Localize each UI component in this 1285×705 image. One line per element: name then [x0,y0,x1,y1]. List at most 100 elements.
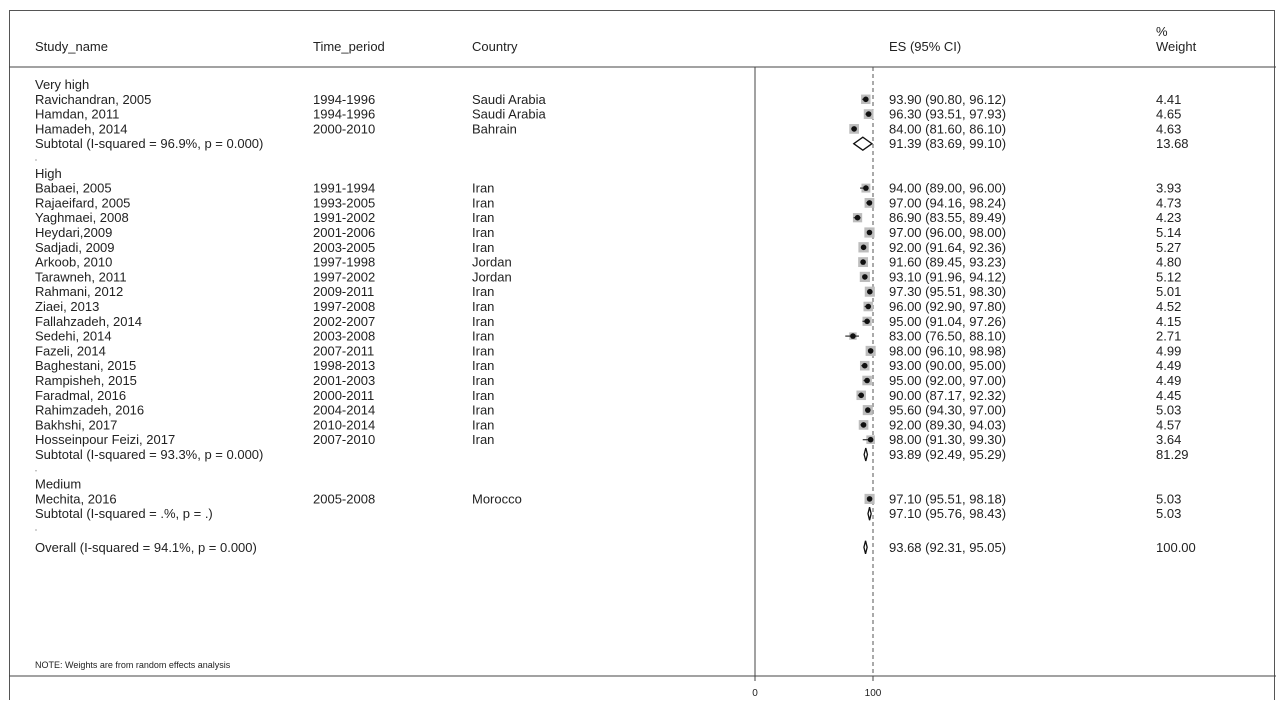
study-country: Saudi Arabia [472,92,546,107]
header-study: Study_name [35,39,108,54]
point-estimate [867,288,873,295]
study-es: 93.90 (90.80, 96.12) [889,92,1006,107]
subtotal-diamond [863,447,869,462]
study-name: Rampisheh, 2015 [35,373,137,388]
study-es: 94.00 (89.00, 96.00) [889,181,1006,196]
point-estimate [851,126,857,132]
point-estimate [866,496,873,502]
study-country: Iran [472,195,494,210]
point-estimate [864,377,870,384]
study-name: Faradmal, 2016 [35,388,126,403]
study-country: Iran [472,314,494,329]
subtotal-label: Subtotal (I-squared = .%, p = .) [35,506,213,521]
study-country: Jordan [472,269,512,284]
point-estimate [867,348,874,354]
study-period: 1994-1996 [313,107,375,122]
point-estimate [862,274,868,280]
header-weight: Weight [1156,39,1197,54]
study-weight: 4.65 [1156,107,1181,122]
group-heading: Very high [35,77,89,92]
point-estimate [860,259,866,265]
study-period: 2010-2014 [313,417,375,432]
study-name: Rahimzadeh, 2016 [35,403,144,418]
study-name: Rajaeifard, 2005 [35,195,130,210]
study-period: 1997-2008 [313,299,375,314]
study-weight: 5.03 [1156,491,1181,506]
study-country: Iran [472,417,494,432]
study-es: 86.90 (83.55, 89.49) [889,210,1006,225]
study-period: 2007-2011 [313,343,374,358]
study-es: 97.10 (95.51, 98.18) [889,491,1006,506]
study-period: 2000-2011 [313,388,374,403]
group-heading: High [35,166,62,181]
study-country: Iran [472,299,494,314]
study-es: 83.00 (76.50, 88.10) [889,329,1006,344]
study-weight: 4.57 [1156,417,1181,432]
study-es: 98.00 (96.10, 98.98) [889,343,1006,358]
study-es: 98.00 (91.30, 99.30) [889,432,1006,447]
subtotal-weight: 5.03 [1156,506,1181,521]
study-es: 90.00 (87.17, 92.32) [889,388,1006,403]
point-estimate [864,318,870,325]
study-period: 1997-1998 [313,255,375,270]
study-country: Iran [472,240,494,255]
point-estimate [863,185,869,191]
study-period: 2003-2008 [313,329,375,344]
point-estimate [850,333,856,339]
study-weight: 4.15 [1156,314,1181,329]
study-period: 2001-2006 [313,225,375,240]
study-period: 1997-2002 [313,269,375,284]
study-weight: 4.99 [1156,343,1181,358]
point-estimate [854,214,861,221]
study-weight: 5.03 [1156,403,1181,418]
study-name: Babaei, 2005 [35,181,112,196]
study-country: Iran [472,284,494,299]
study-period: 1993-2005 [313,195,375,210]
study-es: 96.00 (92.90, 97.80) [889,299,1006,314]
study-country: Iran [472,403,494,418]
point-estimate [860,422,867,428]
overall-es: 93.68 (92.31, 95.05) [889,540,1006,555]
subtotal-es: 97.10 (95.76, 98.43) [889,506,1006,521]
subtotal-es: 91.39 (83.69, 99.10) [889,136,1006,151]
study-es: 92.00 (91.64, 92.36) [889,240,1006,255]
study-name: Tarawneh, 2011 [35,269,127,284]
study-es: 93.00 (90.00, 95.00) [889,358,1006,373]
group-heading: Medium [35,477,81,492]
subtotal-weight: 13.68 [1156,136,1189,151]
point-estimate [861,362,868,369]
study-period: 1991-2002 [313,210,375,225]
study-name: Sedehi, 2014 [35,329,112,344]
study-period: 2002-2007 [313,314,375,329]
study-name: Hosseinpour Feizi, 2017 [35,432,175,447]
study-es: 95.00 (92.00, 97.00) [889,373,1006,388]
point-estimate [860,244,867,251]
study-period: 2001-2003 [313,373,375,388]
study-weight: 5.01 [1156,284,1181,299]
study-period: 2005-2008 [313,491,375,506]
study-country: Bahrain [472,121,517,136]
study-name: Rahmani, 2012 [35,284,123,299]
x-tick-label: 0 [752,688,758,699]
study-country: Iran [472,388,494,403]
plot-frame [9,10,1275,700]
point-estimate [865,407,871,413]
study-period: 1994-1996 [313,92,375,107]
footnote: NOTE: Weights are from random effects an… [35,660,231,670]
study-weight: 2.71 [1156,329,1181,344]
study-name: Mechita, 2016 [35,491,117,506]
study-weight: 3.64 [1156,432,1181,447]
spacer-dot [35,159,37,161]
study-country: Iran [472,358,494,373]
study-es: 91.60 (89.45, 93.23) [889,255,1006,270]
overall-weight: 100.00 [1156,540,1196,555]
point-estimate [866,229,873,236]
point-estimate [863,96,869,103]
point-estimate [866,200,873,206]
study-weight: 4.73 [1156,195,1181,210]
header-period: Time_period [313,39,385,54]
study-name: Bakhshi, 2017 [35,417,117,432]
study-name: Ziaei, 2013 [35,299,99,314]
x-tick-label: 100 [865,688,882,699]
